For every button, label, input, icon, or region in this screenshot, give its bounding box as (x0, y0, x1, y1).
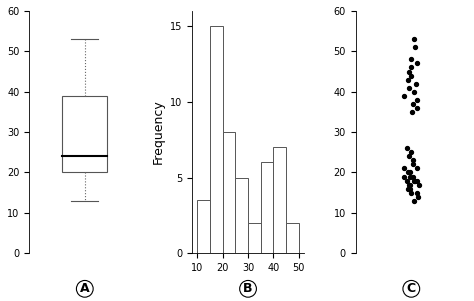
FancyBboxPatch shape (236, 178, 248, 253)
Point (405, 182, 413, 187)
FancyBboxPatch shape (63, 96, 107, 172)
Y-axis label: Frequency: Frequency (152, 100, 164, 164)
Point (404, 178, 411, 183)
Point (410, 178, 418, 183)
Point (407, 57, 415, 62)
Point (409, 101, 416, 106)
Point (404, 186, 412, 191)
Point (407, 73, 415, 78)
Point (406, 154, 413, 159)
Point (405, 69, 413, 74)
FancyBboxPatch shape (197, 200, 210, 253)
Point (414, 178, 421, 183)
Text: A: A (80, 282, 90, 295)
FancyBboxPatch shape (210, 26, 223, 253)
Point (410, 162, 417, 167)
Point (410, 37, 418, 42)
Point (408, 110, 416, 114)
Point (404, 77, 412, 82)
FancyBboxPatch shape (248, 223, 261, 253)
Point (413, 166, 421, 171)
Point (408, 150, 415, 155)
Point (413, 105, 421, 110)
Point (406, 186, 414, 191)
Point (403, 146, 410, 151)
Point (410, 158, 417, 163)
Point (411, 45, 419, 50)
Point (405, 85, 413, 90)
FancyBboxPatch shape (223, 132, 236, 253)
Point (400, 174, 408, 179)
Point (407, 65, 415, 70)
Point (414, 194, 422, 199)
Point (406, 182, 414, 187)
Point (412, 81, 419, 86)
Point (411, 178, 419, 183)
FancyBboxPatch shape (273, 147, 286, 253)
Point (408, 190, 415, 195)
Point (410, 89, 418, 94)
Text: C: C (407, 282, 416, 295)
Point (407, 174, 414, 179)
Point (410, 198, 418, 203)
Point (404, 170, 412, 175)
Text: B: B (243, 282, 253, 295)
FancyBboxPatch shape (261, 162, 273, 253)
FancyBboxPatch shape (286, 223, 299, 253)
Point (415, 182, 423, 187)
Point (413, 190, 420, 195)
Point (406, 170, 414, 175)
Point (414, 98, 421, 102)
Point (400, 166, 408, 171)
Point (400, 93, 408, 98)
Point (413, 61, 421, 66)
FancyBboxPatch shape (286, 231, 299, 253)
Point (409, 174, 417, 179)
